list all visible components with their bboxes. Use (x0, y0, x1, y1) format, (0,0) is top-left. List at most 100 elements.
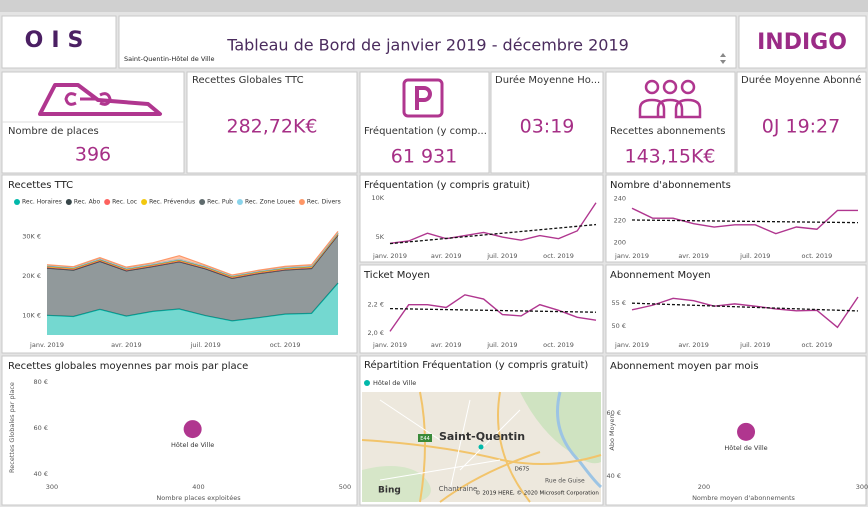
card-label: Fréquentation (y comp... (364, 125, 487, 137)
card-value: 0J 19:27 (762, 116, 841, 138)
x-tick-label: oct. 2019 (802, 341, 833, 349)
x-tick-label: avr. 2019 (431, 252, 462, 260)
brand-logo: INDIGO (757, 30, 847, 55)
chart-title: Recettes TTC (8, 180, 73, 191)
top-bar (0, 0, 868, 12)
x-tick-label: janv. 2019 (372, 341, 407, 349)
y-tick-label: 10K € (22, 311, 41, 319)
page-title: Tableau de Bord de janvier 2019 - décemb… (226, 36, 629, 55)
card-value: 282,72K€ (226, 116, 317, 138)
x-tick-label: janv. 2019 (614, 252, 649, 260)
x-tick-label: 400 (192, 483, 204, 491)
legend-label: Rec. Horaires (22, 199, 62, 206)
x-tick-label: janv. 2019 (614, 341, 649, 349)
x-tick-label: oct. 2019 (270, 341, 301, 349)
x-tick-label: juil. 2019 (190, 341, 221, 349)
map-place: Chantraine (439, 485, 478, 493)
x-tick-label: janv. 2019 (372, 252, 407, 260)
card-value: 396 (75, 144, 111, 166)
legend-marker (66, 199, 72, 205)
legend-label: Rec. Pub (207, 199, 233, 206)
x-tick-label: 500 (339, 483, 351, 491)
card-value: 143,15K€ (624, 146, 715, 168)
legend-marker (141, 199, 147, 205)
legend-label: Rec. Zone Louee (245, 199, 295, 206)
y-axis-label: Recettes Globales par place (8, 382, 16, 473)
x-tick-label: juil. 2019 (739, 252, 770, 260)
legend-marker (104, 199, 110, 205)
x-tick-label: juil. 2019 (486, 252, 517, 260)
chart-title: Recettes globales moyennes par mois par … (8, 361, 248, 372)
map-place: Saint-Quentin (439, 430, 525, 443)
card-label: Durée Moyenne Ho... (495, 74, 600, 86)
page-subtitle: Saint-Quentin-Hôtel de Ville (124, 55, 215, 63)
x-tick-label: juil. 2019 (739, 341, 770, 349)
x-tick-label: juil. 2019 (486, 341, 517, 349)
x-tick-label: 300 (46, 483, 58, 491)
dashboard: OIS Tableau de Bord de janvier 2019 - dé… (0, 0, 868, 507)
y-tick-label: 60 € (34, 424, 48, 432)
y-tick-label: 220 (614, 216, 626, 224)
map-place: E44 (420, 436, 430, 442)
y-axis-label: Abo Moyen (608, 414, 616, 450)
legend-label: Rec. Abo (74, 199, 101, 206)
chart-panel (606, 356, 866, 505)
card-label: Recettes Globales TTC (192, 75, 304, 86)
x-axis-label: Nombre moyen d'abonnements (692, 494, 795, 502)
point-label: Hôtel de Ville (171, 441, 214, 449)
map-point (479, 445, 484, 450)
map-place: D675 (515, 467, 530, 473)
legend-marker (14, 199, 20, 205)
y-tick-label: 2,2 € (367, 301, 384, 309)
chart-title: Nombre d'abonnements (610, 180, 731, 191)
legend-label: Rec. Prévendus (149, 199, 195, 206)
card-value: 03:19 (520, 116, 575, 138)
legend-marker (237, 199, 243, 205)
y-tick-label: 40 € (34, 470, 48, 478)
x-tick-label: avr. 2019 (678, 252, 709, 260)
x-tick-label: oct. 2019 (802, 252, 833, 260)
map-title: Répartition Fréquentation (y compris gra… (364, 359, 588, 371)
map-legend-marker (364, 380, 370, 386)
map-legend-label: Hôtel de Ville (373, 379, 416, 387)
logo: OIS (25, 28, 92, 53)
chart-title: Abonnement moyen par mois (610, 361, 759, 372)
y-tick-label: 240 (614, 194, 626, 202)
x-tick-label: 200 (698, 483, 710, 491)
scatter-point (184, 420, 202, 438)
y-tick-label: 40 € (607, 472, 621, 480)
x-tick-label: oct. 2019 (543, 252, 574, 260)
card-label: Durée Moyenne Abonné (741, 74, 861, 86)
y-tick-label: 200 (614, 238, 626, 246)
card-label: Nombre de places (8, 126, 99, 137)
x-tick-label: avr. 2019 (111, 341, 142, 349)
legend-label: Rec. Divers (307, 199, 341, 206)
chart-title: Fréquentation (y compris gratuit) (364, 179, 530, 191)
map-provider: Bing (378, 486, 401, 496)
x-tick-label: avr. 2019 (678, 341, 709, 349)
legend-marker (299, 199, 305, 205)
card-value: 61 931 (391, 146, 457, 168)
y-tick-label: 30K € (22, 233, 41, 241)
y-tick-label: 50 € (612, 322, 626, 330)
y-tick-label: 5K (376, 233, 385, 241)
y-tick-label: 20K € (22, 272, 41, 280)
y-tick-label: 2,0 € (367, 329, 384, 337)
point-label: Hôtel de Ville (724, 444, 767, 452)
map-copyright: © 2019 HERE, © 2020 Microsoft Corporatio… (475, 490, 599, 497)
map-place: Rue de Guise (545, 478, 585, 485)
x-axis-label: Nombre places exploitées (156, 494, 241, 502)
legend-marker (199, 199, 205, 205)
scatter-point (737, 423, 755, 441)
y-tick-label: 80 € (34, 378, 48, 386)
y-tick-label: 10K (371, 194, 384, 202)
y-tick-label: 55 € (612, 299, 626, 307)
card-label: Recettes abonnements (610, 126, 725, 137)
x-tick-label: janv. 2019 (29, 341, 64, 349)
x-tick-label: avr. 2019 (431, 341, 462, 349)
chart-title: Ticket Moyen (363, 270, 430, 281)
x-tick-label: oct. 2019 (543, 341, 574, 349)
legend-label: Rec. Loc (112, 199, 137, 206)
chart-title: Abonnement Moyen (610, 270, 711, 281)
x-tick-label: 300 (856, 483, 868, 491)
